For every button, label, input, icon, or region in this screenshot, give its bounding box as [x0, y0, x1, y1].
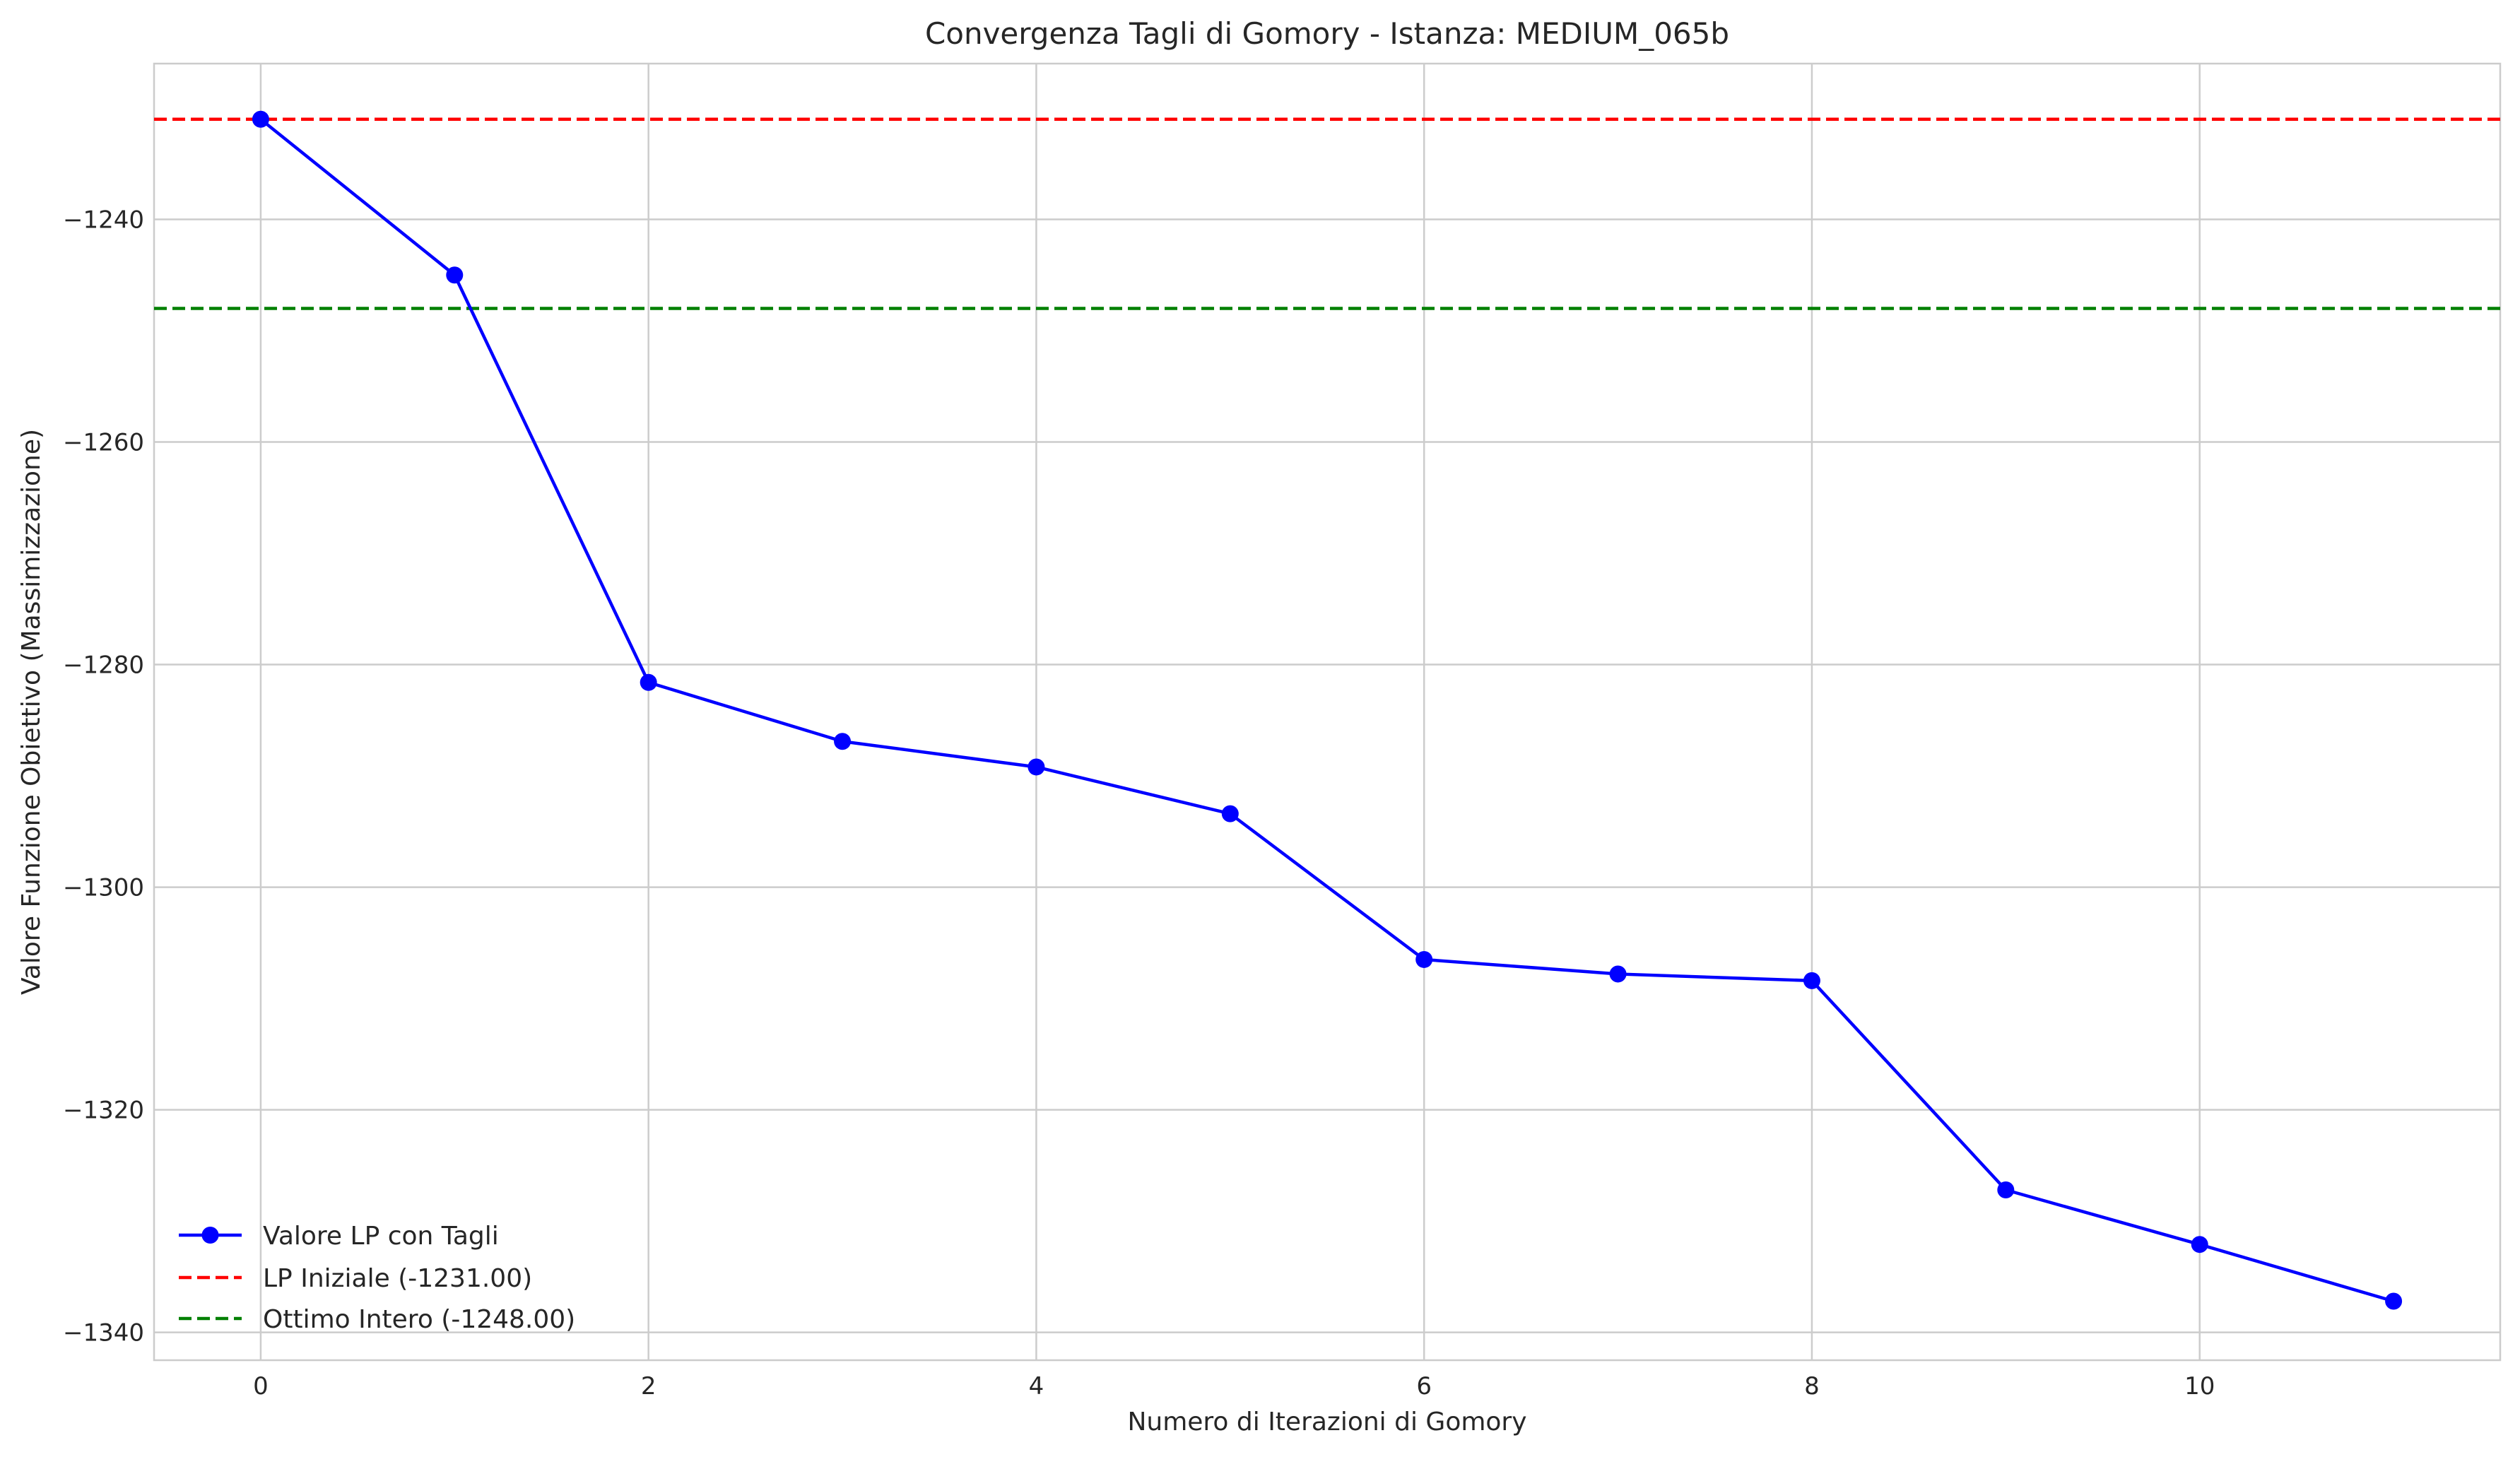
y-tick-label: −1340: [63, 1319, 144, 1347]
y-tick-label: −1240: [63, 206, 144, 235]
data-point: [1997, 1181, 2015, 1199]
legend-entry-series: Valore LP con Tagli: [179, 1222, 499, 1251]
plot-area: [154, 64, 2500, 1360]
y-axis-title: Valore Funzione Obiettivo (Massimizzazio…: [17, 429, 46, 995]
data-point: [834, 733, 852, 750]
legend-entry-ottimo-intero: Ottimo Intero (-1248.00): [179, 1305, 575, 1334]
plot-frame: [153, 62, 2502, 1362]
x-tick-label: 2: [641, 1372, 657, 1400]
data-point: [1609, 965, 1627, 983]
data-point: [1803, 972, 1820, 989]
x-tick-label: 8: [1804, 1372, 1820, 1400]
y-tick-label: −1300: [63, 874, 144, 902]
tick-labels: 0 2 4 6 8 10 −1240 −1260 −1280 −1300 −1320 −1340: [63, 206, 2215, 1400]
data-point: [252, 110, 269, 128]
data-point: [446, 266, 464, 284]
legend-entry-lp-iniziale: LP Iniziale (-1231.00): [179, 1264, 532, 1293]
data-point: [2191, 1236, 2208, 1254]
data-point: [1221, 805, 1239, 822]
chart-title: Convergenza Tagli di Gomory - Istanza: M…: [925, 16, 1729, 51]
data-point: [1028, 758, 1045, 776]
legend-swatch-series-marker: [201, 1227, 219, 1244]
x-tick-label: 0: [253, 1372, 269, 1400]
legend-label-ottimo-intero: Ottimo Intero (-1248.00): [263, 1305, 575, 1334]
legend-label-lp-iniziale: LP Iniziale (-1231.00): [263, 1264, 532, 1293]
x-tick-label: 4: [1029, 1372, 1044, 1400]
y-tick-label: −1280: [63, 651, 144, 680]
reference-lines: [154, 117, 2500, 310]
y-tick-label: −1320: [63, 1097, 144, 1125]
x-tick-label: 10: [2184, 1372, 2215, 1400]
legend-label-series: Valore LP con Tagli: [263, 1222, 499, 1251]
x-axis-title: Numero di Iterazioni di Gomory: [1127, 1408, 1526, 1437]
data-point: [2385, 1292, 2403, 1310]
data-point: [1415, 950, 1433, 968]
x-tick-label: 6: [1416, 1372, 1432, 1400]
legend: Valore LP con Tagli LP Iniziale (-1231.0…: [179, 1222, 575, 1334]
series-line: [259, 118, 2394, 1303]
y-tick-label: −1260: [63, 429, 144, 457]
data-point: [640, 673, 657, 691]
series: [252, 110, 2403, 1310]
